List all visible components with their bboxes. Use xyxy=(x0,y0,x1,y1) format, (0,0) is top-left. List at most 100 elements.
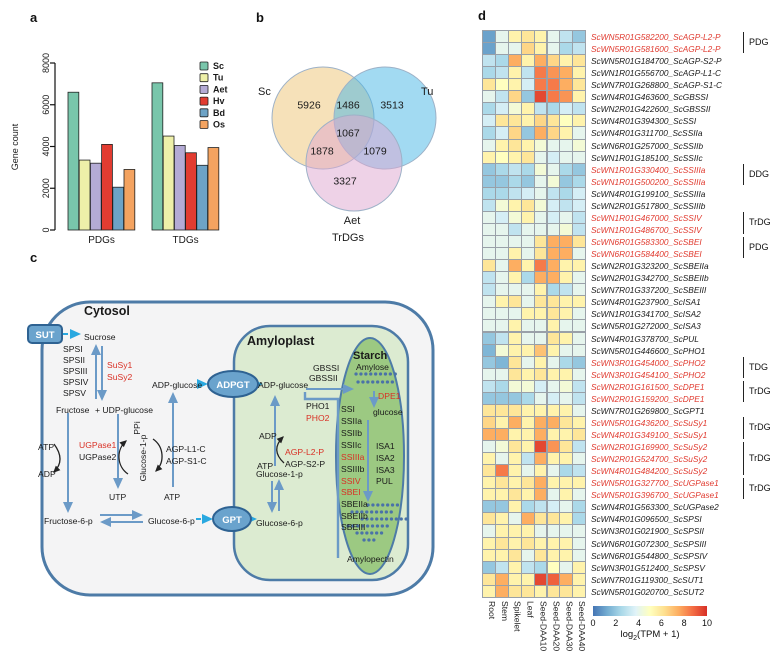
gene-label: ScWN5R01G327700_ScUGPase1 xyxy=(591,478,719,489)
venn-count: 1878 xyxy=(310,146,334,158)
heatmap-cell xyxy=(573,549,586,561)
heatmap-cell xyxy=(534,187,547,199)
heatmap-cell xyxy=(483,175,495,187)
y-tick-label: 2000 xyxy=(41,178,51,198)
heatmap-cell xyxy=(534,223,547,235)
heatmap-cell xyxy=(534,392,547,404)
gene-label: ScWN4R01G349100_ScSuSy1 xyxy=(591,429,708,440)
heatmap-cell xyxy=(521,537,534,549)
heatmap-cell xyxy=(521,151,534,163)
heatmap-cell xyxy=(495,248,508,260)
heatmap-cell xyxy=(547,573,560,585)
heatmap-cell xyxy=(495,525,508,537)
diagram-label: SSIIIa xyxy=(341,452,365,462)
heatmap-cell xyxy=(483,549,495,561)
heatmap-cell xyxy=(495,561,508,573)
heatmap-cell xyxy=(521,489,534,501)
venn-caption: TrDGs xyxy=(332,232,364,244)
heatmap-cell xyxy=(534,127,547,139)
heatmap-cell xyxy=(483,296,495,308)
heatmap-cell xyxy=(508,55,521,67)
heatmap-cell xyxy=(483,260,495,272)
heatmap-cell xyxy=(483,573,495,585)
heatmap-cell xyxy=(521,127,534,139)
heatmap-cell xyxy=(495,356,508,368)
heatmap-cell xyxy=(508,404,521,416)
gene-label: ScWN4R01G311700_ScSSIIa xyxy=(591,128,703,139)
heatmap-cell xyxy=(560,585,573,597)
diagram-label: SSIIIb xyxy=(341,464,365,474)
heatmap-cell xyxy=(508,344,521,356)
heatmap-cell xyxy=(547,248,560,260)
group-bracket xyxy=(743,212,748,234)
heatmap-cell xyxy=(534,115,547,127)
sut-label: SUT xyxy=(36,330,55,341)
heatmap-cell xyxy=(573,31,586,43)
heatmap-cell xyxy=(521,525,534,537)
heatmap-cell xyxy=(495,344,508,356)
heatmap-cell xyxy=(547,79,560,91)
pathway-diagram-panel: Cytosol Amyloplast Starch SUT ADPGT GPT Sucros… xyxy=(27,300,435,597)
heatmap-cell xyxy=(573,79,586,91)
heatmap-cell xyxy=(495,501,508,513)
heatmap-cell xyxy=(521,284,534,296)
heatmap-cell xyxy=(560,67,573,79)
heatmap-cell xyxy=(483,272,495,284)
diagram-label: AGP-S2-P xyxy=(285,459,325,469)
heatmap-cell xyxy=(547,175,560,187)
heatmap-cell xyxy=(508,380,521,392)
heatmap-cell xyxy=(573,561,586,573)
venn-count: 1486 xyxy=(336,100,360,112)
heatmap-cell xyxy=(495,332,508,344)
heatmap-cell xyxy=(495,260,508,272)
heatmap-cell xyxy=(483,513,495,525)
heatmap-cell xyxy=(521,248,534,260)
heatmap-cell xyxy=(521,31,534,43)
heatmap-cell xyxy=(508,163,521,175)
heatmap-cell xyxy=(560,368,573,380)
heatmap-cell xyxy=(547,404,560,416)
gene-label: ScWN2R01G169900_ScSuSy2 xyxy=(591,442,708,453)
heatmap-cell xyxy=(483,441,495,453)
heatmap-cell xyxy=(508,115,521,127)
heatmap-cell xyxy=(560,477,573,489)
diagram-label: glucose xyxy=(373,407,403,417)
heatmap-cell xyxy=(534,272,547,284)
heatmap-cell xyxy=(521,296,534,308)
gene-label: ScWN3R01G454000_ScPHO2 xyxy=(591,357,706,368)
diagram-label: ATP xyxy=(38,442,54,452)
gene-label: ScWN5R01G581600_ScAGP-L2-P xyxy=(591,44,721,55)
heatmap-cell xyxy=(521,380,534,392)
colorbar-tick: 8 xyxy=(681,618,687,628)
heatmap-cell xyxy=(560,127,573,139)
group-bracket xyxy=(743,441,748,475)
heatmap-cell xyxy=(573,91,586,103)
heatmap-cell xyxy=(495,549,508,561)
heatmap-cell xyxy=(560,332,573,344)
gene-label: ScWN1R01G341700_ScISA2 xyxy=(591,309,701,320)
colorbar-tick: 0 xyxy=(590,618,596,628)
heatmap-cell xyxy=(573,489,586,501)
heatmap-cell xyxy=(547,296,560,308)
heatmap-cell xyxy=(508,453,521,465)
gene-label: ScWN6R01G584400_ScSBEI xyxy=(591,249,702,260)
gene-label: ScWN6R01G583300_ScSBEI xyxy=(591,237,702,248)
gene-label: ScWN7R01G337200_ScSBEIII xyxy=(591,285,707,296)
heatmap-cell xyxy=(560,489,573,501)
heatmap-cell xyxy=(560,441,573,453)
heatmap-cell xyxy=(521,115,534,127)
heatmap-cell xyxy=(495,199,508,211)
heatmap-cell xyxy=(560,91,573,103)
heatmap-cell xyxy=(573,392,586,404)
heatmap-cell xyxy=(495,163,508,175)
heatmap-cell xyxy=(483,103,495,115)
heatmap-cell xyxy=(547,344,560,356)
heatmap-cell xyxy=(573,236,586,248)
heatmap-cell xyxy=(547,501,560,513)
heatmap-cell xyxy=(547,537,560,549)
heatmap-cell xyxy=(521,223,534,235)
heatmap-cell xyxy=(508,416,521,428)
gene-label: ScWN7R01G269800_ScGPT1 xyxy=(591,405,705,416)
heatmap-cell xyxy=(547,43,560,55)
heatmap-cell xyxy=(508,525,521,537)
